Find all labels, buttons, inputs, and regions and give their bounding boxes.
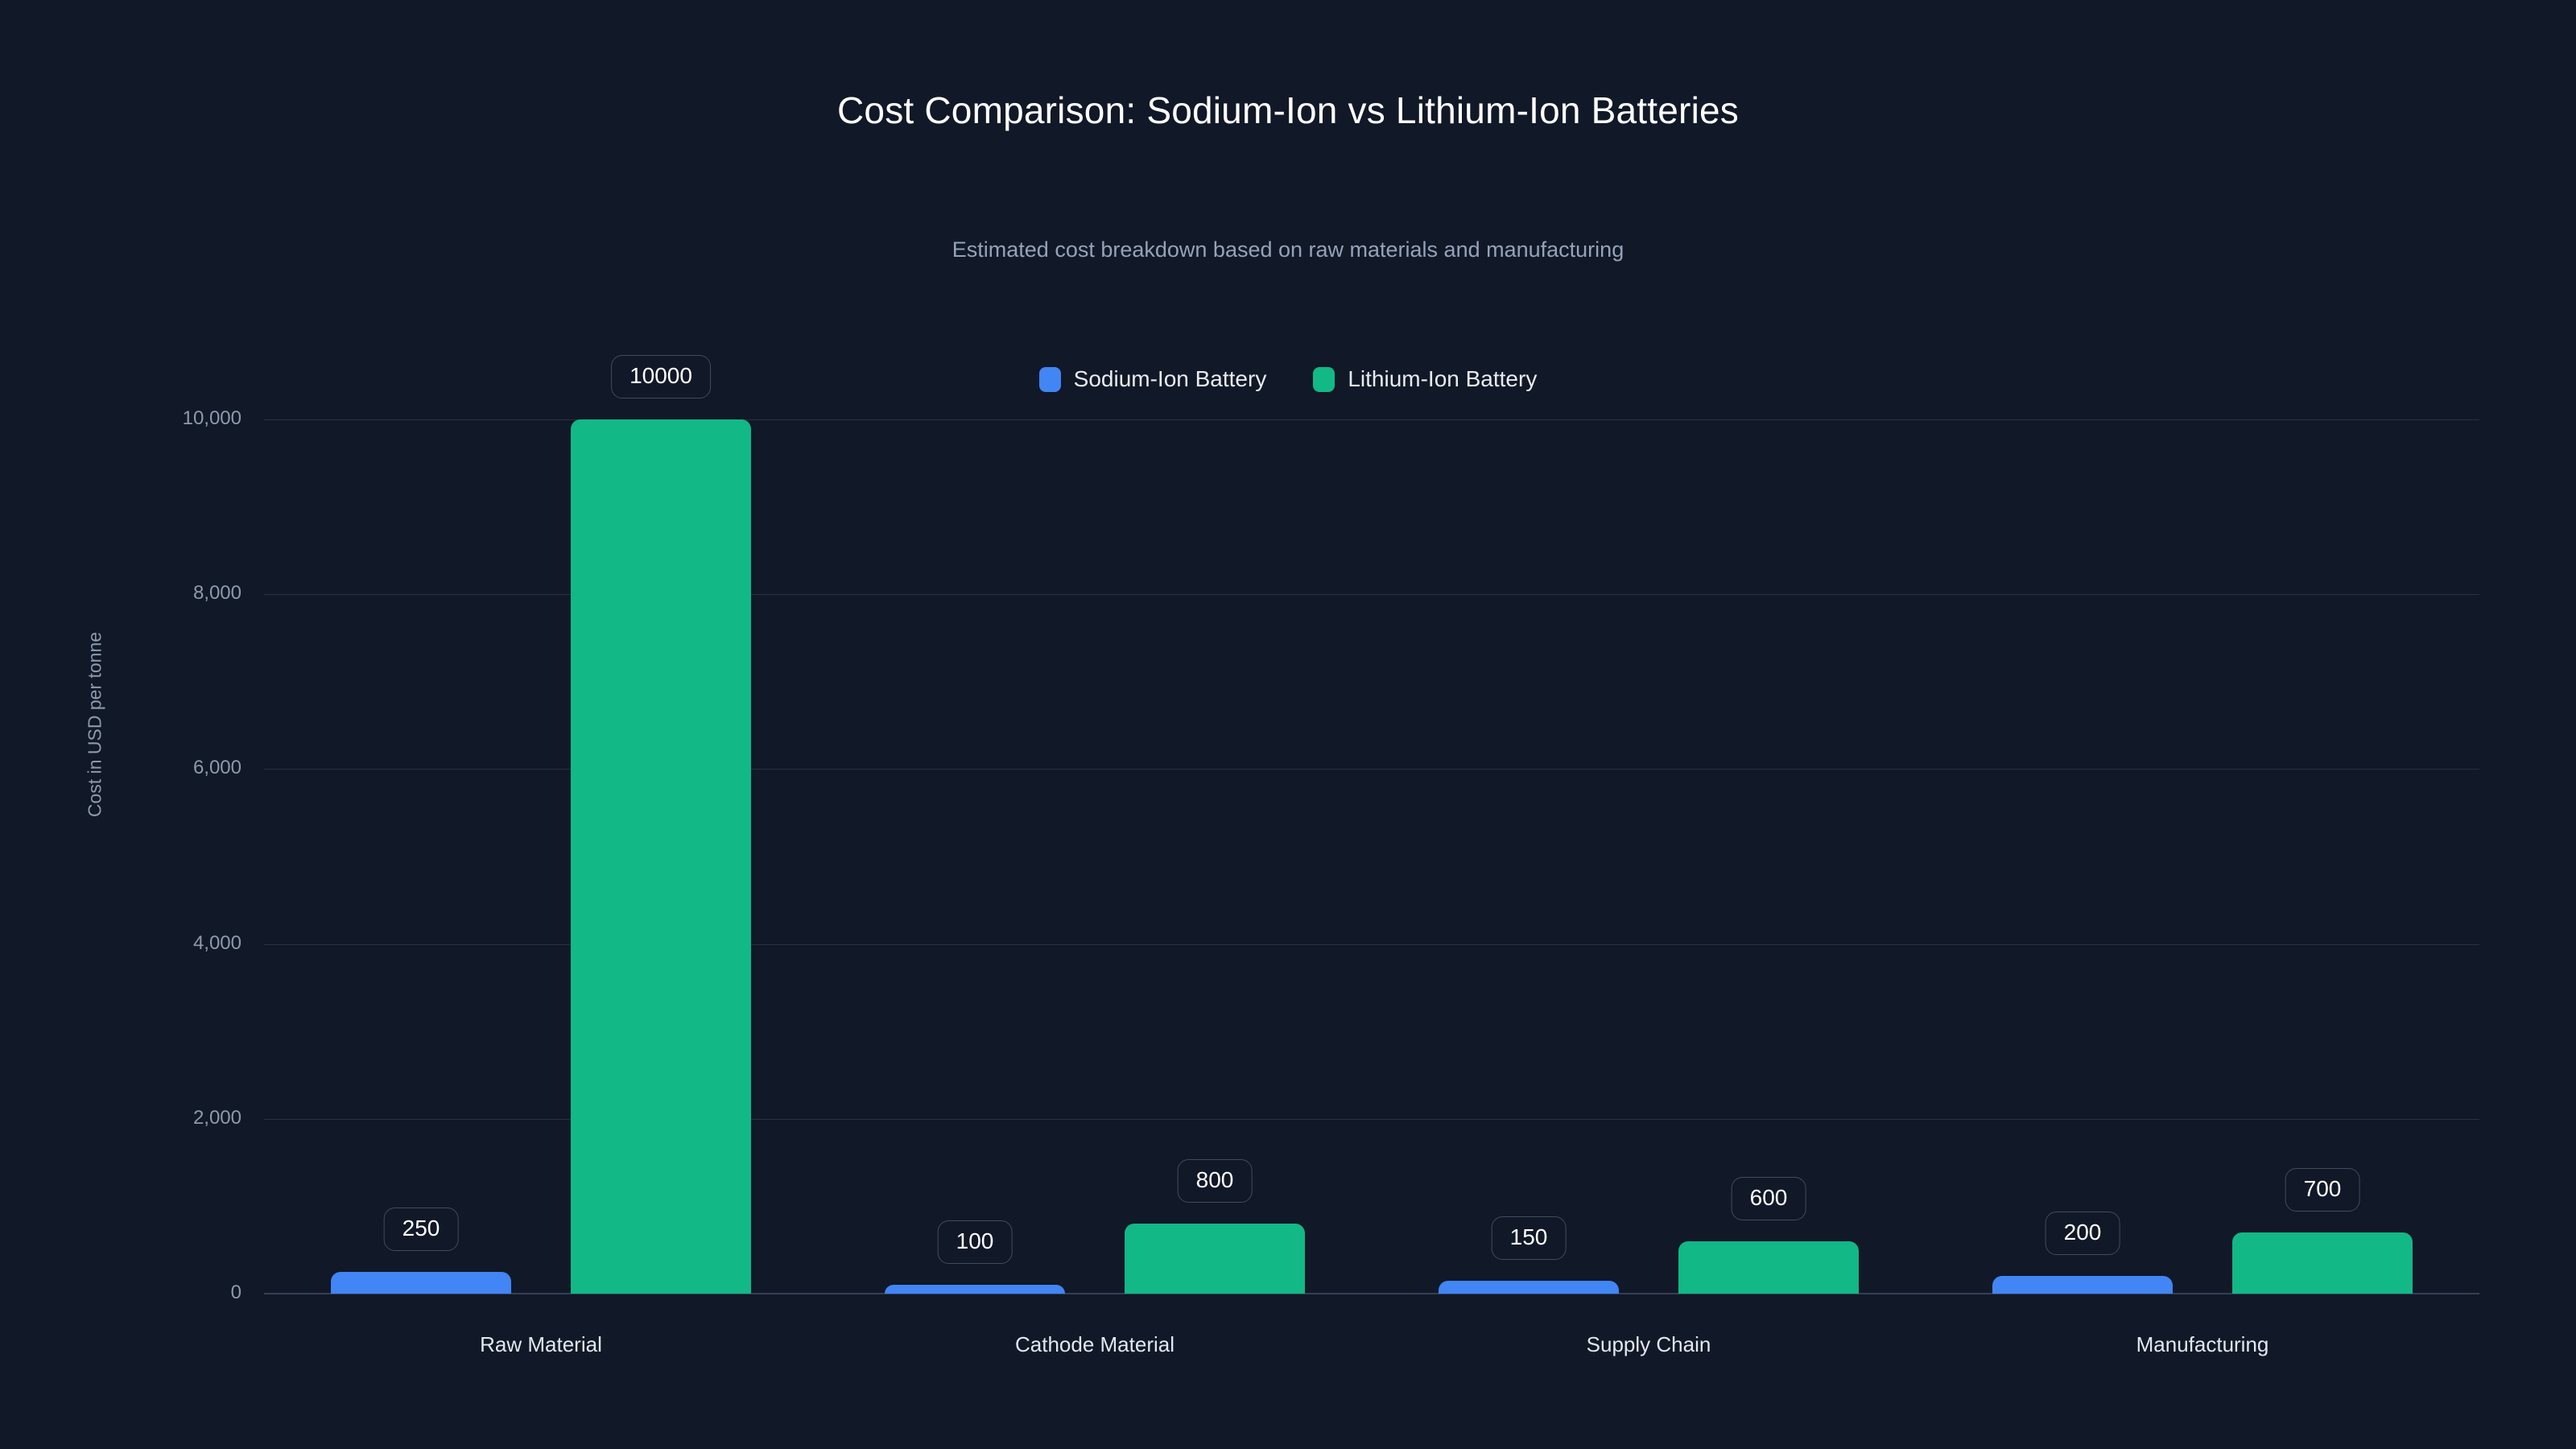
bar-value-label: 250 (383, 1207, 459, 1251)
bar[interactable] (2232, 1232, 2413, 1294)
y-axis-tick-label: 2,000 (192, 1106, 242, 1129)
bar[interactable] (1439, 1280, 1619, 1294)
bar[interactable] (1678, 1241, 1859, 1294)
bar-value-label: 600 (1731, 1176, 1806, 1220)
plot-area (264, 419, 2479, 1294)
bar-value-label: 200 (2045, 1212, 2120, 1256)
chart-legend: Sodium-Ion Battery Lithium-Ion Battery (0, 366, 2576, 392)
gridline (264, 594, 2479, 596)
bar[interactable] (571, 419, 751, 1294)
bar[interactable] (1125, 1224, 1305, 1294)
bar-value-label: 150 (1491, 1216, 1567, 1260)
bar-value-label: 100 (937, 1220, 1013, 1265)
legend-label: Lithium-Ion Battery (1348, 366, 1538, 391)
gridline (264, 1118, 2479, 1120)
gridline (264, 769, 2479, 770)
y-axis-title: Cost in USD per tonne (84, 631, 105, 818)
x-axis-tick-label: Supply Chain (1586, 1332, 1711, 1356)
legend-swatch-icon (1313, 366, 1335, 392)
y-axis-tick-label: 6,000 (192, 757, 242, 779)
x-axis-tick-label: Manufacturing (2136, 1332, 2269, 1356)
legend-item-lithium-ion-battery[interactable]: Lithium-Ion Battery (1313, 366, 1537, 392)
chart-subtitle: Estimated cost breakdown based on raw ma… (952, 237, 1624, 262)
legend-swatch-icon (1038, 366, 1061, 392)
y-axis-tick-label: 8,000 (192, 582, 242, 605)
y-axis-tick-label: 10,000 (182, 407, 242, 429)
legend-item-sodium-ion-battery[interactable]: Sodium-Ion Battery (1038, 366, 1267, 392)
bar[interactable] (885, 1285, 1065, 1294)
x-axis-tick-label: Raw Material (480, 1332, 602, 1356)
legend-label: Sodium-Ion Battery (1073, 366, 1267, 391)
bar[interactable] (331, 1271, 511, 1294)
gridline (264, 419, 2479, 420)
y-axis-tick-label: 0 (230, 1282, 242, 1303)
bar-value-label: 10000 (611, 355, 711, 398)
chart-title: Cost Comparison: Sodium-Ion vs Lithium-I… (837, 89, 1739, 131)
x-axis-tick-label: Cathode Material (1015, 1332, 1174, 1356)
x-axis-baseline (264, 1293, 2479, 1294)
bar-value-label: 700 (2285, 1167, 2360, 1212)
bar-value-label: 800 (1177, 1159, 1253, 1203)
y-axis-tick-label: 4,000 (192, 931, 242, 954)
bar[interactable] (1992, 1276, 2173, 1294)
gridline (264, 943, 2479, 945)
